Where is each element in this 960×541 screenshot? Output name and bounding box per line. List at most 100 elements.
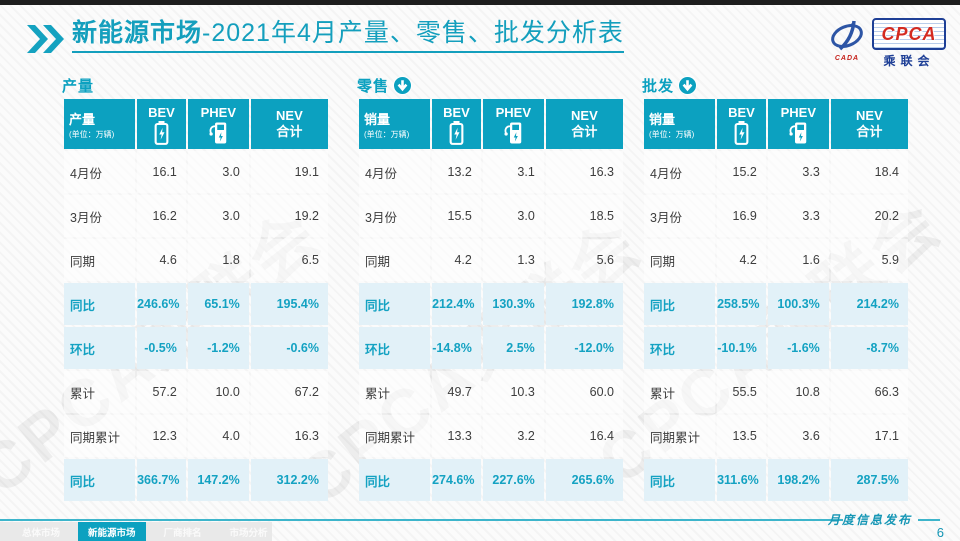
table-row: 环比 -14.8% 2.5% -12.0% — [359, 327, 623, 369]
bev-value: 12.3 — [137, 415, 186, 457]
phev-value: 100.3% — [767, 283, 829, 325]
nev-column-header: NEV 合计 — [830, 99, 908, 149]
bev-value: 258.5% — [717, 283, 766, 325]
phev-value: 3.0 — [187, 151, 249, 193]
row-label: 同期累计 — [64, 415, 136, 457]
nev-total-value: 214.2% — [830, 283, 908, 325]
row-label: 累计 — [644, 371, 716, 413]
table-row: 同期累计 13.5 3.6 17.1 — [644, 415, 908, 457]
bev-value: 274.6% — [432, 459, 481, 501]
nev-total-value: -8.7% — [830, 327, 908, 369]
footer-tab-bar: 总体市场 新能源市场 厂商排名 市场分析 — [0, 522, 272, 541]
phev-value: 3.2 — [482, 415, 544, 457]
bev-value: 246.6% — [137, 283, 186, 325]
retail-table: 销量 (单位：万辆) BEV PHEV — [357, 97, 625, 503]
row-label: 累计 — [64, 371, 136, 413]
tab-nev-market[interactable]: 新能源市场 — [78, 522, 146, 541]
nev-total-value: 18.5 — [545, 195, 623, 237]
row-label: 累计 — [359, 371, 431, 413]
bev-value: -10.1% — [717, 327, 766, 369]
row-label: 4月份 — [64, 151, 136, 193]
nev-total-value: 20.2 — [830, 195, 908, 237]
bev-value: -14.8% — [432, 327, 481, 369]
nev-total-value: 19.1 — [250, 151, 328, 193]
table-row: 同期 4.2 1.3 5.6 — [359, 239, 623, 281]
table-row: 累计 49.7 10.3 60.0 — [359, 371, 623, 413]
cpca-brand-box: CPCA — [872, 18, 946, 50]
nev-total-value: 287.5% — [830, 459, 908, 501]
nev-total-value: 66.3 — [830, 371, 908, 413]
table-row: 4月份 13.2 3.1 16.3 — [359, 151, 623, 193]
nev-total-value: 18.4 — [830, 151, 908, 193]
footer-note-dash — [918, 518, 940, 521]
charger-icon — [789, 122, 807, 144]
cada-label: CADA — [834, 55, 860, 62]
nev-total-value: 312.2% — [250, 459, 328, 501]
header-row: 销量 (单位：万辆) BEV PHEV — [359, 99, 623, 149]
battery-icon — [734, 121, 749, 145]
phev-value: 3.6 — [767, 415, 829, 457]
nev-column-header: NEV 合计 — [250, 99, 328, 149]
nev-total-value: 67.2 — [250, 371, 328, 413]
phev-value: 130.3% — [482, 283, 544, 325]
phev-value: 3.0 — [187, 195, 249, 237]
retail-table-section: 零售 销量 (单位：万辆) BEV — [357, 74, 625, 503]
page-number: 6 — [936, 525, 944, 540]
bev-column-header: BEV — [137, 99, 186, 149]
bev-value: 4.2 — [717, 239, 766, 281]
header-row: 产量 (单位：万辆) BEV PHEV — [64, 99, 328, 149]
phev-value: 3.1 — [482, 151, 544, 193]
bev-value: 15.2 — [717, 151, 766, 193]
bev-value: 13.3 — [432, 415, 481, 457]
table-row: 3月份 16.9 3.3 20.2 — [644, 195, 908, 237]
phev-value: 1.6 — [767, 239, 829, 281]
nev-total-value: 19.2 — [250, 195, 328, 237]
bev-value: 49.7 — [432, 371, 481, 413]
footer-divider — [0, 519, 843, 521]
down-arrow-icon — [678, 75, 698, 95]
top-border — [0, 0, 960, 5]
table-row: 4月份 15.2 3.3 18.4 — [644, 151, 908, 193]
title-rest-part: -2021年4月产量、零售、批发分析表 — [202, 19, 624, 47]
nev-total-value: 195.4% — [250, 283, 328, 325]
tab-oem-ranking[interactable]: 厂商排名 — [163, 527, 202, 539]
row-label: 环比 — [64, 327, 136, 369]
nev-total-value: 192.8% — [545, 283, 623, 325]
nev-total-value: 17.1 — [830, 415, 908, 457]
page-title: 新能源市场-2021年4月产量、零售、批发分析表 — [72, 18, 624, 53]
row-label: 同期累计 — [359, 415, 431, 457]
bev-value: 366.7% — [137, 459, 186, 501]
phev-value: 1.3 — [482, 239, 544, 281]
tab-market-analysis[interactable]: 市场分析 — [229, 527, 268, 539]
table-row: 同比 311.6% 198.2% 287.5% — [644, 459, 908, 501]
wholesale-table-section: 批发 销量 (单位：万辆) BEV — [642, 74, 910, 503]
nev-total-value: 265.6% — [545, 459, 623, 501]
bev-value: -0.5% — [137, 327, 186, 369]
phev-value: 10.8 — [767, 371, 829, 413]
footer-note: 月度信息发布 — [828, 511, 946, 528]
row-label: 4月份 — [644, 151, 716, 193]
table-row: 环比 -0.5% -1.2% -0.6% — [64, 327, 328, 369]
nev-total-value: -0.6% — [250, 327, 328, 369]
nev-total-value: 5.6 — [545, 239, 623, 281]
bev-value: 212.4% — [432, 283, 481, 325]
row-label: 同比 — [64, 459, 136, 501]
phev-value: -1.6% — [767, 327, 829, 369]
row-label: 3月份 — [64, 195, 136, 237]
cpca-brand-text: CPCA — [881, 23, 937, 44]
phev-value: 198.2% — [767, 459, 829, 501]
phev-column-header: PHEV — [767, 99, 829, 149]
table-row: 同比 212.4% 130.3% 192.8% — [359, 283, 623, 325]
table-row: 3月份 15.5 3.0 18.5 — [359, 195, 623, 237]
bev-value: 13.2 — [432, 151, 481, 193]
production-table-section: 产量 产量 (单位：万辆) BEV — [62, 74, 330, 503]
bev-column-header: BEV — [432, 99, 481, 149]
table-row: 3月份 16.2 3.0 19.2 — [64, 195, 328, 237]
charger-icon — [209, 122, 227, 144]
bev-value: 4.6 — [137, 239, 186, 281]
tab-overall-market[interactable]: 总体市场 — [22, 527, 61, 539]
row-label: 同比 — [644, 459, 716, 501]
row-label: 环比 — [359, 327, 431, 369]
cada-emblem-icon: CADA — [826, 18, 868, 62]
